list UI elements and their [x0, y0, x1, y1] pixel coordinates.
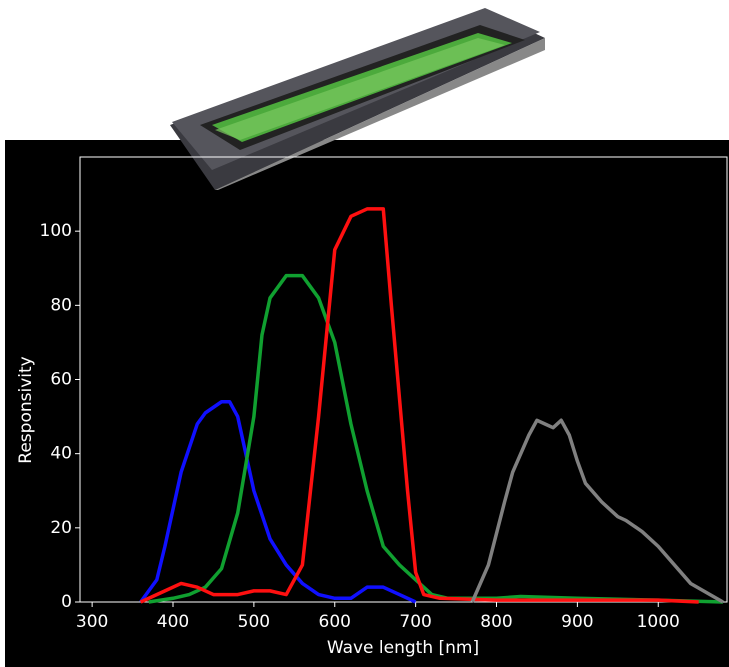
chart-background: [5, 140, 729, 667]
x-tick-label: 500: [238, 612, 270, 632]
x-tick-label: 800: [480, 612, 512, 632]
x-axis-label: Wave length [nm]: [327, 638, 479, 658]
sensor-image: [170, 8, 545, 190]
x-tick-label: 900: [561, 612, 593, 632]
line-series: [470, 418, 724, 604]
y-tick-label: 0: [61, 592, 72, 612]
x-tick-label: 400: [157, 612, 189, 632]
y-tick-label: 20: [50, 518, 72, 538]
line-series: [139, 400, 417, 604]
line-series: [139, 207, 699, 604]
y-tick-label: 40: [50, 444, 72, 464]
x-tick-label: 1000: [637, 612, 680, 632]
y-tick-label: 80: [50, 295, 72, 315]
y-tick-label: 100: [40, 221, 72, 241]
x-tick-label: 600: [319, 612, 351, 632]
x-tick-label: 300: [76, 612, 108, 632]
y-tick-label: 60: [50, 370, 72, 390]
y-axis-label: Responsivity: [16, 356, 36, 463]
line-series: [148, 273, 724, 604]
x-tick-label: 700: [399, 612, 431, 632]
